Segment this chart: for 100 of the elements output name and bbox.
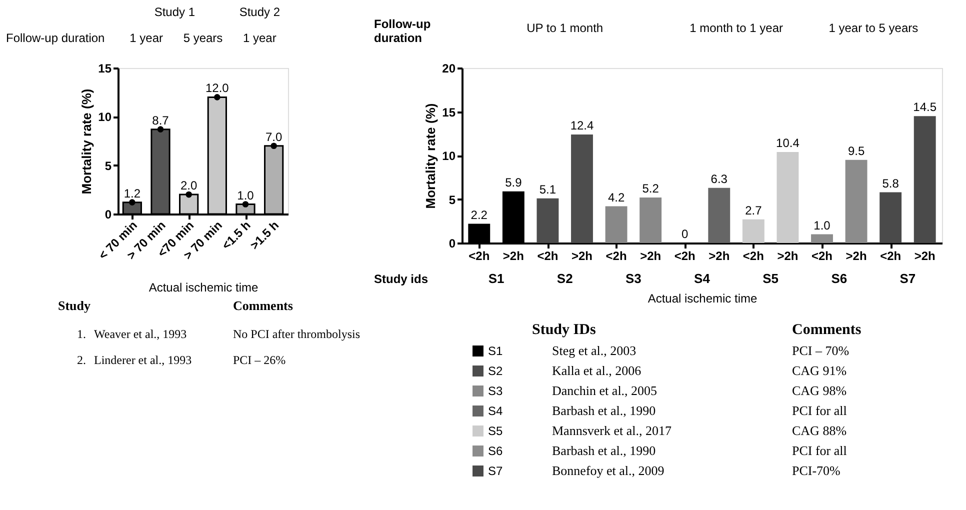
x-tick-label: <2h: [742, 249, 764, 263]
bar: [742, 219, 764, 243]
bar: [536, 198, 559, 243]
x-tick-label: <2h: [606, 249, 627, 263]
text: Barbash et al., 1990: [552, 443, 656, 458]
text: 1 year: [130, 31, 164, 45]
point: [157, 126, 164, 132]
text: CAG 91%: [792, 363, 847, 378]
text: 1.: [77, 327, 86, 341]
point: [242, 201, 249, 208]
text: PCI – 70%: [792, 343, 850, 358]
text: Steg et al., 2003: [552, 343, 636, 358]
text: Mannsverk et al., 2017: [552, 423, 672, 438]
x-tick-label: <2h: [880, 249, 902, 263]
point: [129, 199, 136, 206]
text: PCI – 26%: [233, 353, 286, 367]
text: S2: [556, 271, 573, 286]
text: Linderer et al., 1993: [94, 353, 192, 367]
bar: [811, 234, 833, 243]
bar: [605, 206, 628, 243]
legend-label: S1: [488, 344, 504, 358]
text: Comments: [233, 298, 293, 313]
data-label: 1.0: [814, 218, 831, 232]
text: 1 month to 1 year: [690, 21, 783, 35]
text: PCI-70%: [792, 463, 841, 478]
x-tick-label: >2h: [640, 249, 662, 263]
y-axis-title: Mortality rate (%): [423, 103, 438, 209]
text: S7: [900, 271, 916, 286]
x-tick-label: >2h: [502, 249, 524, 263]
y-tick-label: 10: [442, 149, 456, 163]
data-label: 9.5: [848, 144, 865, 158]
data-label: 5.8: [882, 176, 900, 190]
data-label: 0: [682, 227, 689, 241]
text: Danchin et al., 2005: [552, 383, 658, 398]
text: 1 year to 5 years: [828, 21, 918, 35]
legend-label: S4: [488, 404, 504, 418]
x-tick-label: <2h: [468, 249, 490, 263]
x-tick-label: >2h: [846, 249, 867, 263]
legend-label: S7: [488, 464, 504, 478]
data-label: 2.0: [180, 178, 198, 193]
y-tick-label: 15: [98, 62, 112, 76]
text: PCI for all: [792, 403, 848, 418]
data-label: 4.2: [608, 190, 625, 204]
text: No PCI after thrombolysis: [233, 327, 360, 341]
data-label: 6.3: [710, 172, 728, 186]
text: CAG 98%: [792, 383, 847, 398]
text: Study ids: [374, 272, 428, 286]
data-label: 10.4: [776, 136, 800, 150]
text: 2.: [77, 353, 86, 367]
bar: [776, 152, 799, 243]
text: Kalla et al., 2006: [552, 363, 642, 378]
data-label: 5.9: [505, 175, 522, 190]
bar: [880, 192, 902, 243]
y-tick-label: 20: [442, 62, 456, 76]
x-tick-label: >2h: [571, 249, 593, 263]
data-label: 2.7: [745, 203, 762, 218]
text: S5: [762, 271, 779, 286]
y-tick-label: 5: [104, 158, 112, 173]
text: Weaver et al., 1993: [94, 327, 187, 341]
text: Follow-up duration: [374, 17, 431, 45]
x-tick-label: <2h: [537, 249, 558, 263]
x-axis-title: Actual ischemic time: [648, 292, 758, 306]
legend-label: S3: [488, 384, 504, 398]
y-axis-title: Mortality rate (%): [79, 88, 94, 194]
bar: [914, 116, 936, 243]
text: PCI for all: [792, 443, 848, 458]
text: Comments: [792, 322, 862, 338]
x-tick-label: >2h: [914, 249, 936, 263]
bar: [571, 134, 593, 243]
text: S4: [694, 271, 710, 286]
text: UP to 1 month: [526, 21, 604, 35]
data-label: 5.1: [539, 182, 556, 196]
point: [270, 142, 277, 150]
data-label: 12.4: [570, 118, 594, 132]
x-tick-label: <2h: [811, 249, 833, 263]
text: CAG 88%: [792, 423, 847, 438]
data-label: 7.0: [265, 130, 282, 144]
x-axis-title: Actual ischemic time: [148, 280, 259, 294]
text: Study IDs: [532, 322, 596, 338]
data-label: 12.0: [205, 81, 230, 96]
legend-label: S2: [488, 364, 504, 378]
text: S6: [831, 271, 848, 286]
y-tick-label: 15: [442, 105, 456, 120]
x-tick-label: >2h: [777, 249, 798, 263]
y-tick-label: 0: [448, 236, 456, 250]
x-tick-label: <2h: [674, 249, 696, 263]
bar: [640, 198, 662, 243]
text: S3: [625, 271, 642, 286]
data-label: 2.2: [470, 208, 488, 222]
data-label: 1.2: [124, 186, 141, 200]
point: [214, 94, 220, 100]
bar: [845, 160, 868, 243]
text: 1 year: [242, 31, 276, 45]
text: Study 2: [239, 5, 280, 19]
text: 5 years: [183, 31, 223, 45]
data-label: 5.2: [642, 182, 660, 196]
data-label: 14.5: [913, 100, 937, 114]
text: Follow-up duration: [6, 31, 105, 45]
text: S1: [488, 271, 504, 286]
y-tick-label: 10: [98, 110, 112, 124]
